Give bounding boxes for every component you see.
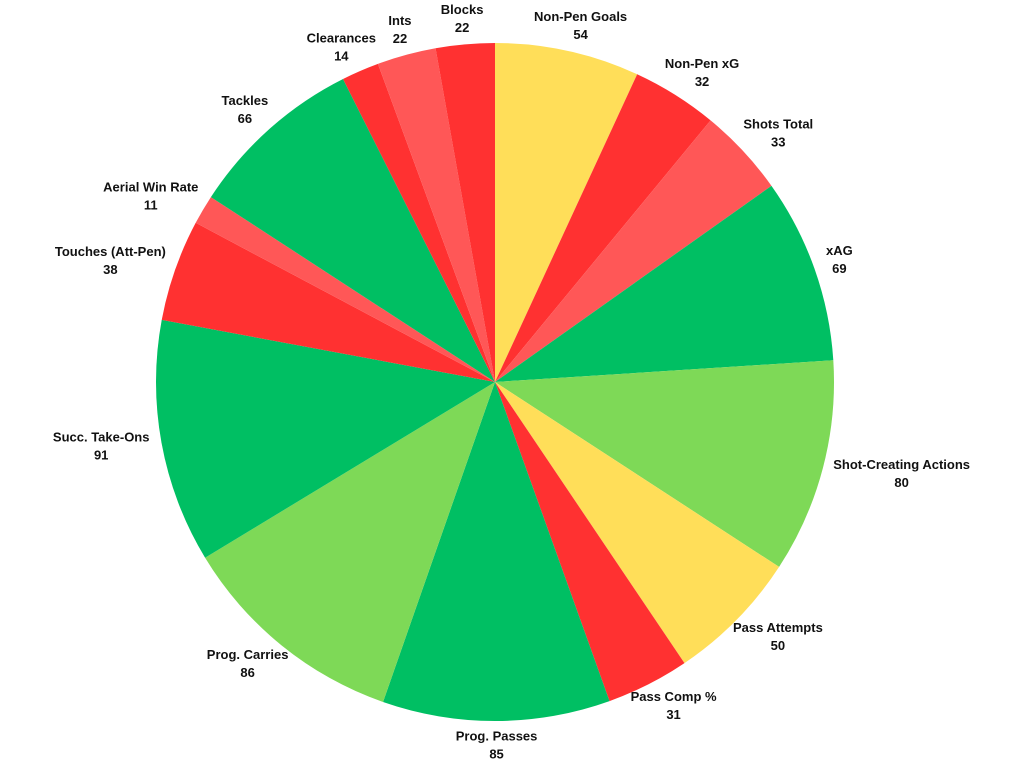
slice-label: Clearances: [307, 30, 376, 45]
slice-label: Blocks: [441, 2, 484, 17]
slice-value: 22: [455, 20, 469, 35]
pie-slice: [495, 382, 780, 664]
slice-value: 86: [240, 665, 254, 680]
pie-slice: [495, 185, 834, 382]
slice-label: Tackles: [221, 93, 268, 108]
slice-label: Prog. Carries: [207, 647, 289, 662]
slice-label: Ints: [388, 13, 411, 28]
pie-slice: [377, 48, 495, 382]
slice-value: 33: [771, 134, 785, 149]
slice-value: 85: [489, 746, 503, 761]
slice-label: Succ. Take-Ons: [53, 430, 150, 445]
slice-label: Touches (Att-Pen): [55, 244, 166, 259]
slice-label: xAG: [826, 243, 853, 258]
pie-slice: [495, 120, 772, 383]
slice-value: 91: [94, 448, 108, 463]
slice-value: 32: [695, 74, 709, 89]
slice-value: 38: [103, 262, 117, 277]
slice-value: 11: [144, 197, 158, 212]
slice-value: 14: [334, 48, 349, 63]
slice-label: Pass Attempts: [733, 620, 823, 635]
slice-value: 22: [393, 31, 407, 46]
slice-label: Aerial Win Rate: [103, 179, 198, 194]
slice-label: Shot-Creating Actions: [833, 457, 970, 472]
pie-slice: [195, 197, 496, 382]
slice-label: Shots Total: [743, 116, 813, 131]
slice-value: 69: [832, 261, 846, 276]
slice-value: 80: [894, 475, 908, 490]
pie-slice: [495, 74, 711, 383]
pie-slice: [205, 382, 495, 702]
pie-slice: [161, 222, 495, 382]
pie-slice: [343, 63, 495, 383]
slice-label: Non-Pen Goals: [534, 9, 627, 24]
slice-value: 66: [238, 111, 252, 126]
pie-slice: [383, 382, 610, 721]
pie-slice: [155, 319, 495, 558]
pie-slice: [495, 382, 685, 702]
slice-value: 54: [573, 27, 588, 42]
slice-value: 50: [771, 638, 785, 653]
slice-label: Non-Pen xG: [665, 56, 739, 71]
pie-slice: [495, 360, 834, 567]
pie-slice: [495, 43, 638, 382]
pie-slice: [210, 78, 496, 383]
slice-label: Pass Comp %: [631, 689, 717, 704]
pie-slice: [435, 43, 495, 382]
slice-value: 31: [666, 707, 680, 722]
slice-label: Prog. Passes: [456, 728, 538, 743]
